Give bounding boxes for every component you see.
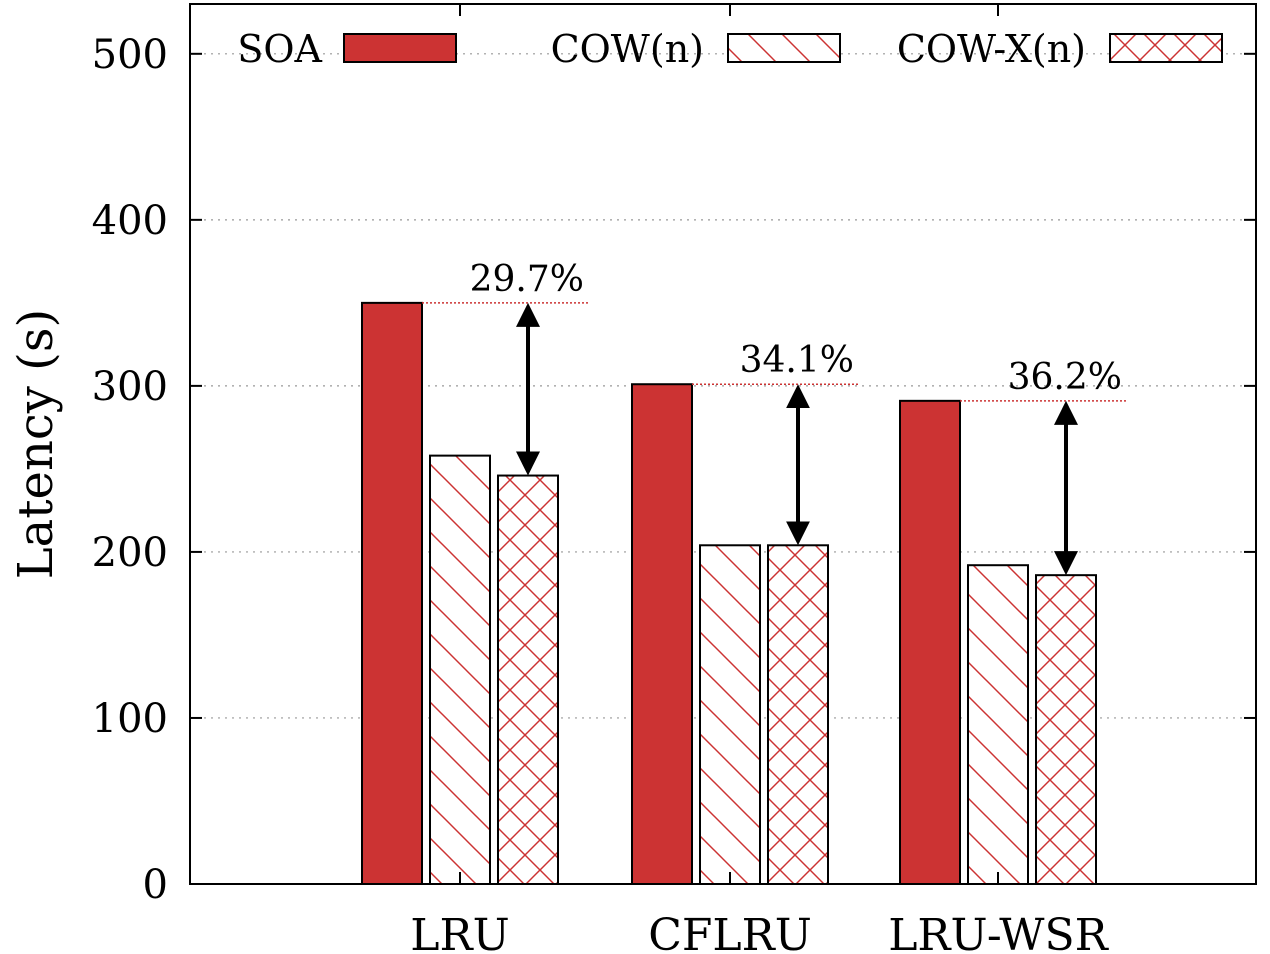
reduction-label: 36.2% bbox=[1008, 357, 1122, 398]
bar-cow-x-n-lru-wsr bbox=[1035, 574, 1097, 885]
bar-cow-x-n-cflru bbox=[767, 544, 829, 885]
bar-cow-n-lru bbox=[429, 454, 491, 885]
y-tick-label: 100 bbox=[92, 696, 168, 742]
x-tick-label: LRU-WSR bbox=[888, 910, 1109, 954]
reduction-label: 34.1% bbox=[740, 340, 854, 381]
y-tick-label: 0 bbox=[143, 862, 168, 908]
x-tick-label: LRU bbox=[410, 910, 509, 954]
legend: SOA COW(n) COW-X(n) bbox=[237, 27, 1223, 71]
legend-swatch bbox=[727, 33, 841, 63]
axis-ticks: 0 100 200 300 400 500 LRU CFLRU LRU-WSR bbox=[92, 4, 1256, 954]
bar-cow-x-n-lru bbox=[497, 474, 559, 885]
bar-cow-n-lru-wsr bbox=[967, 564, 1029, 885]
bars bbox=[361, 301, 1097, 885]
bar-soa-lru-wsr bbox=[899, 399, 961, 885]
y-tick-label: 300 bbox=[92, 364, 168, 410]
legend-label: COW(n) bbox=[551, 27, 704, 71]
bar-soa-cflru bbox=[631, 383, 693, 885]
legend-swatch bbox=[1109, 33, 1223, 63]
legend-label: COW-X(n) bbox=[897, 27, 1086, 71]
bar-soa-lru bbox=[361, 301, 423, 885]
x-tick-label: CFLRU bbox=[648, 910, 812, 954]
legend-label: SOA bbox=[237, 27, 322, 71]
reduction-annotations: 29.7% 34.1% 36.2% bbox=[422, 259, 1126, 576]
y-axis-title: Latency (s) bbox=[8, 309, 64, 579]
reduction-label: 29.7% bbox=[470, 259, 584, 300]
y-tick-label: 500 bbox=[92, 32, 168, 78]
plot-frame bbox=[189, 3, 1257, 885]
y-tick-label: 400 bbox=[92, 198, 168, 244]
bar-cow-n-cflru bbox=[699, 544, 761, 885]
y-tick-label: 200 bbox=[92, 530, 168, 576]
legend-swatch bbox=[343, 33, 457, 63]
